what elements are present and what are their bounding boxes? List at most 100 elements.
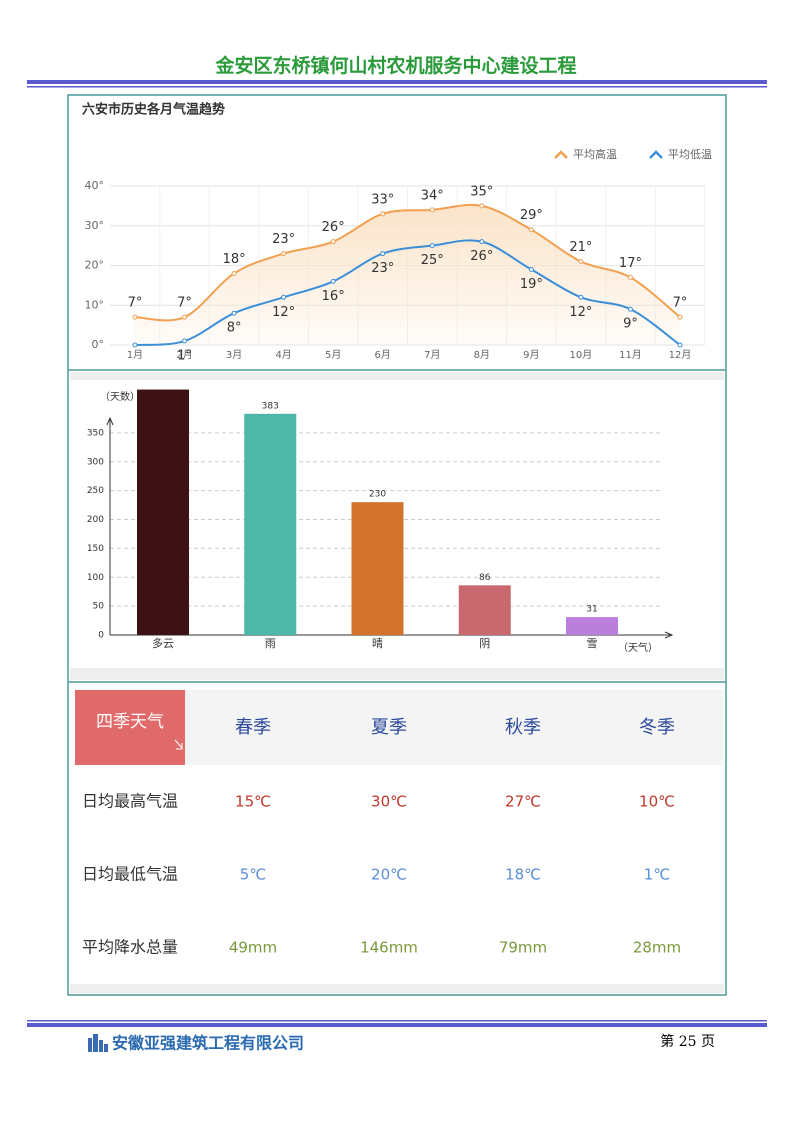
- company-logo: [88, 1034, 108, 1052]
- point: [578, 294, 584, 300]
- point: [182, 338, 188, 344]
- point: [677, 342, 683, 348]
- x-tick-label: 2月: [176, 349, 192, 361]
- point: [677, 314, 683, 320]
- cell: 20℃: [371, 866, 407, 884]
- point: [281, 251, 287, 257]
- cell: 10℃: [639, 793, 675, 811]
- x-tick-label: 5月: [325, 349, 341, 361]
- y-axis-label: （天数）: [100, 390, 140, 403]
- legend-icon: [554, 150, 568, 159]
- x-tick-label: 1月: [127, 349, 143, 361]
- value-label: 23°: [371, 261, 394, 276]
- point: [627, 274, 633, 280]
- value-label: 383: [262, 401, 279, 411]
- cell: 15℃: [235, 793, 271, 811]
- cell: 79mm: [499, 939, 547, 957]
- footer-rule: [27, 1020, 767, 1022]
- value-label: 7°: [673, 296, 688, 311]
- value-label: 230: [369, 490, 386, 500]
- legend-icon: [649, 150, 663, 159]
- column-header: 春季: [235, 717, 271, 738]
- point: [479, 203, 485, 209]
- x-tick-label: 多云: [152, 636, 174, 650]
- value-label: 7°: [128, 296, 143, 311]
- point: [528, 266, 534, 272]
- point: [429, 207, 435, 213]
- point: [231, 310, 237, 316]
- y-tick-label: 100: [87, 573, 104, 583]
- point: [380, 211, 386, 217]
- value-label: 25°: [421, 253, 444, 268]
- value-label: 19°: [520, 277, 543, 292]
- y-tick-label: 40°: [85, 179, 105, 192]
- point: [281, 294, 287, 300]
- y-tick-label: 10°: [85, 298, 105, 311]
- value-label: 8°: [227, 321, 242, 336]
- corner-cell: [75, 690, 185, 765]
- value-label: 21°: [569, 240, 592, 255]
- chart-title: 六安市历史各月气温趋势: [82, 102, 225, 118]
- y-tick-label: 300: [87, 457, 104, 467]
- x-tick-label: 11月: [619, 349, 642, 361]
- x-tick-label: 10月: [570, 349, 593, 361]
- corner-icon: [174, 739, 183, 750]
- band: [70, 668, 724, 680]
- point: [182, 314, 188, 320]
- header-rule: [27, 80, 767, 84]
- value-label: 34°: [421, 188, 444, 203]
- point: [578, 259, 584, 265]
- cell: 146mm: [360, 939, 418, 957]
- value-label: 35°: [470, 184, 493, 199]
- bar: [566, 617, 618, 635]
- header-title: 金安区东桥镇何山村农机服务中心建设工程: [214, 54, 576, 77]
- y-tick-label: 200: [87, 515, 104, 525]
- legend-label: 平均高温: [573, 147, 617, 161]
- column-header: 夏季: [371, 717, 407, 738]
- point: [330, 239, 336, 245]
- x-axis-label: （天气）: [618, 641, 658, 654]
- x-tick-label: 9月: [523, 349, 539, 361]
- point: [380, 251, 386, 257]
- column-header: 冬季: [639, 717, 675, 738]
- y-tick-label: 0: [98, 631, 104, 641]
- x-tick-label: 8月: [474, 349, 490, 361]
- point: [429, 243, 435, 249]
- x-tick-label: 3月: [226, 349, 242, 361]
- cell: 5℃: [240, 866, 266, 884]
- x-tick-label: 阴: [479, 637, 490, 650]
- y-axis: [106, 416, 114, 635]
- series-line: [134, 239, 681, 346]
- header-row: [185, 690, 723, 765]
- value-label: 12°: [569, 305, 592, 320]
- cell: 28mm: [633, 939, 681, 957]
- point: [231, 270, 237, 276]
- y-tick-label: 30°: [85, 219, 105, 232]
- y-tick-label: 350: [87, 428, 104, 438]
- cell: 30℃: [371, 793, 407, 811]
- value-label: 17°: [619, 256, 642, 271]
- cell: 49mm: [229, 939, 277, 957]
- value-label: 16°: [322, 289, 345, 304]
- footer-rule: [27, 1023, 767, 1027]
- point: [330, 278, 336, 284]
- y-tick-label: 250: [87, 486, 104, 496]
- point: [627, 306, 633, 312]
- value-label: 1°: [177, 349, 192, 364]
- x-tick-label: 晴: [372, 637, 383, 650]
- series-line: [134, 203, 681, 322]
- value-label: 7°: [177, 296, 192, 311]
- cell: 27℃: [505, 793, 541, 811]
- header-rule: [27, 86, 767, 88]
- row-header: 日均最低气温: [82, 865, 178, 884]
- band: [70, 984, 724, 993]
- bar: [137, 389, 189, 635]
- y-tick-label: 0°: [92, 338, 105, 351]
- column-header: 秋季: [505, 717, 541, 738]
- corner-label: 四季天气: [96, 712, 164, 732]
- x-tick-label: 6月: [375, 349, 391, 361]
- row-header: 日均最高气温: [82, 792, 178, 811]
- cell: 18℃: [505, 866, 541, 884]
